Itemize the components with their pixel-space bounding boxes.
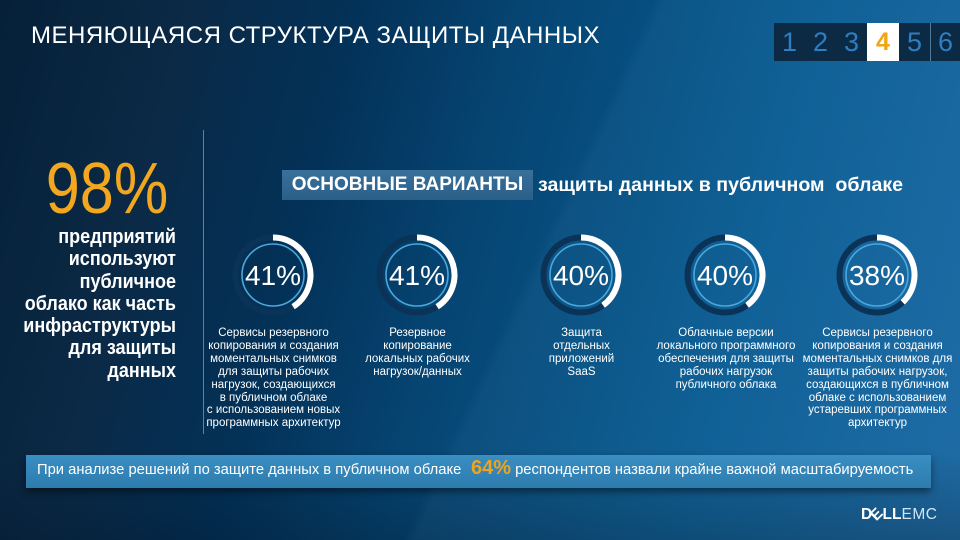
- svg-text:40%: 40%: [697, 260, 753, 291]
- svg-text:38%: 38%: [849, 260, 905, 291]
- svg-text:40%: 40%: [553, 260, 609, 291]
- svg-text:41%: 41%: [245, 260, 301, 291]
- svg-text:41%: 41%: [389, 260, 445, 291]
